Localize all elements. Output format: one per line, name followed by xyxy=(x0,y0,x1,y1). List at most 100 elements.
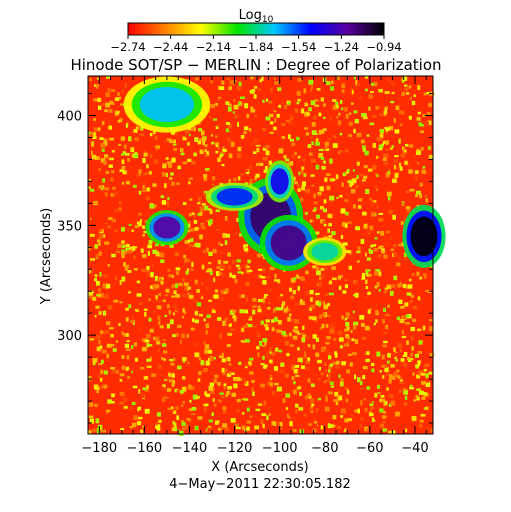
heatmap-cell xyxy=(239,287,245,292)
heatmap-cell xyxy=(256,162,261,166)
heatmap-cell xyxy=(263,364,267,369)
heatmap-cell xyxy=(217,241,221,246)
heatmap-cell xyxy=(94,127,98,132)
heatmap-cell xyxy=(160,195,165,198)
heatmap-cell xyxy=(360,139,365,144)
heatmap-cell xyxy=(332,99,337,102)
heatmap-cell xyxy=(127,227,130,233)
heatmap-cell xyxy=(384,325,388,329)
heatmap-cell xyxy=(345,322,350,327)
heatmap-cell xyxy=(119,169,125,172)
heatmap-cell xyxy=(265,319,270,323)
heatmap-cell xyxy=(187,239,191,243)
heatmap-cell xyxy=(420,413,426,417)
heatmap-cell xyxy=(223,410,227,414)
heatmap-cell xyxy=(91,142,94,147)
heatmap-cell xyxy=(207,349,213,354)
heatmap-cell xyxy=(136,280,140,284)
heatmap-cell xyxy=(365,358,370,362)
heatmap-cell xyxy=(312,334,317,339)
heatmap-cell xyxy=(300,197,304,202)
heatmap-cell xyxy=(309,307,313,311)
heatmap-cell xyxy=(190,327,195,331)
heatmap-cell xyxy=(227,106,232,112)
heatmap-cell xyxy=(421,396,426,400)
heatmap-cell xyxy=(218,272,222,276)
heatmap-cell xyxy=(347,336,350,340)
heatmap-cell xyxy=(185,270,189,275)
heatmap-cell xyxy=(106,353,109,359)
heatmap-cell xyxy=(285,407,289,410)
heatmap-cell xyxy=(262,99,265,103)
heatmap-cell xyxy=(205,323,209,329)
heatmap-cell xyxy=(287,161,292,167)
heatmap-cell xyxy=(153,159,159,164)
heatmap-cell xyxy=(227,130,233,134)
heatmap-cell xyxy=(330,86,334,91)
heatmap-cell xyxy=(126,119,131,125)
heatmap-cell xyxy=(110,367,116,370)
heatmap-cell xyxy=(152,249,157,254)
heatmap-cell xyxy=(373,162,376,167)
heatmap-cell xyxy=(289,287,292,292)
heatmap-cell xyxy=(359,387,365,390)
heatmap-cell xyxy=(173,147,177,151)
heatmap-cell xyxy=(348,418,353,422)
heatmap-cell xyxy=(186,221,191,227)
heatmap-cell xyxy=(108,217,113,220)
heatmap-cell xyxy=(320,97,324,102)
heatmap-cell xyxy=(311,403,315,407)
heatmap-cell xyxy=(123,144,127,150)
heatmap-cell xyxy=(144,311,147,317)
colorbar xyxy=(127,22,385,36)
heatmap-cell xyxy=(97,293,101,298)
heatmap-cell xyxy=(315,407,319,413)
heatmap-cell xyxy=(374,185,379,190)
heatmap-cell xyxy=(383,340,388,344)
heatmap-cell xyxy=(182,426,186,431)
heatmap-cell xyxy=(386,284,392,290)
heatmap-cell xyxy=(156,340,161,345)
colorbar-tick-label: −2.44 xyxy=(153,40,188,54)
heatmap-cell xyxy=(223,383,227,386)
heatmap-cell xyxy=(229,272,232,278)
heatmap-cell xyxy=(156,427,161,431)
heatmap-cell xyxy=(384,91,390,94)
heatmap-cell xyxy=(295,302,300,307)
heatmap-cell xyxy=(262,280,267,285)
heatmap-cell xyxy=(324,406,330,412)
heatmap-cell xyxy=(278,307,283,311)
heatmap-cell xyxy=(199,147,203,152)
heatmap-cell xyxy=(402,76,408,81)
heatmap-cell xyxy=(211,141,215,145)
heatmap-cell xyxy=(111,89,116,92)
heatmap-cell xyxy=(375,106,380,110)
heatmap-cell xyxy=(323,380,327,384)
heatmap-cell xyxy=(131,345,134,349)
heatmap-cell xyxy=(399,282,403,287)
heatmap-cell xyxy=(281,123,286,126)
heatmap-cell xyxy=(405,295,409,300)
heatmap-cell xyxy=(363,351,366,355)
heatmap-texture xyxy=(88,76,435,436)
heatmap-cell xyxy=(335,76,340,80)
heatmap-cell xyxy=(406,209,410,213)
heatmap-cell xyxy=(366,272,370,277)
heatmap-cell xyxy=(325,396,328,402)
heatmap-cell xyxy=(305,132,309,136)
heatmap-cell xyxy=(192,394,198,400)
heatmap-cell xyxy=(291,376,295,380)
heatmap-cell xyxy=(383,157,387,162)
heatmap-cell xyxy=(302,325,305,330)
heatmap-cell xyxy=(171,284,175,289)
heatmap-cell xyxy=(389,147,393,150)
heatmap-cell xyxy=(310,100,316,105)
heatmap-cell xyxy=(361,272,366,278)
heatmap-cell xyxy=(404,88,408,92)
heatmap-cell xyxy=(345,398,349,403)
heatmap-cell xyxy=(292,417,296,421)
heatmap-cell xyxy=(138,302,143,305)
heatmap-cell xyxy=(326,173,331,176)
heatmap-cell xyxy=(363,113,367,118)
heatmap-cell xyxy=(353,325,357,330)
